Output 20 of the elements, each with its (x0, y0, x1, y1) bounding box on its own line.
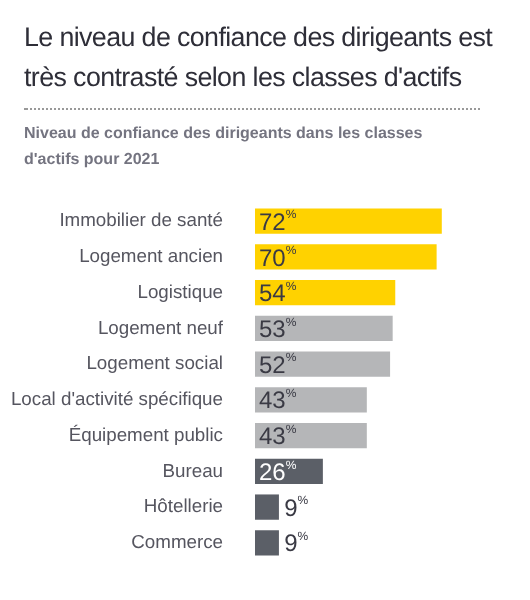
bar (255, 279, 396, 306)
chart-title: Le niveau de confiance des dirigeants est très contrasté selon les classes d'actifs (24, 20, 495, 96)
bar (255, 315, 393, 342)
chart-subtitle: Niveau de confiance des dirigeants dans les classes d'actifs pour 2021 (24, 122, 425, 172)
bar (255, 208, 442, 234)
y-tick-label: Hôtellerie (143, 494, 223, 517)
bar (255, 494, 279, 520)
y-tick-label: Bureau (162, 458, 223, 481)
bar (255, 351, 391, 377)
bar (255, 530, 279, 556)
y-tick-label: Logement social (86, 351, 223, 374)
y-tick-label: Équipement public (68, 422, 224, 445)
y-tick-label: Local d'activité spécifique (10, 387, 223, 410)
y-tick-label: Commerce (131, 530, 223, 553)
bar (255, 244, 437, 270)
y-tick-label: Logement ancien (79, 244, 223, 267)
y-tick-label: Immobilier de santé (59, 208, 223, 231)
y-tick-label: Logistique (137, 279, 223, 302)
y-tick-label: Logement neuf (97, 315, 224, 338)
bar (255, 387, 367, 413)
